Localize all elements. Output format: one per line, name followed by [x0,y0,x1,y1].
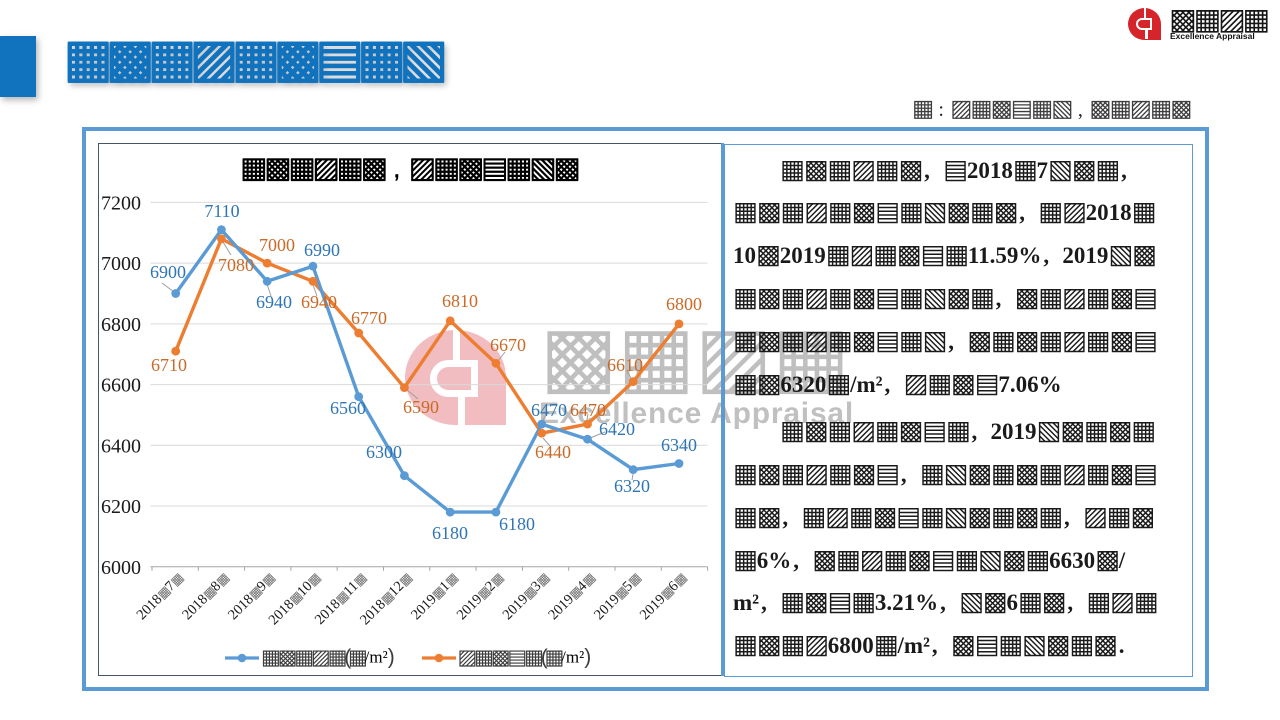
svg-text:6180: 6180 [432,523,468,543]
svg-text:7000: 7000 [259,235,295,255]
svg-text:2019▦1▦: 2019▦1▦ [408,570,461,623]
svg-text:7200: 7200 [101,192,141,214]
svg-text:7000: 7000 [101,253,141,275]
svg-text:6470: 6470 [570,400,606,420]
svg-text:6420: 6420 [599,419,635,439]
svg-text:6600: 6600 [101,375,141,397]
svg-text:6990: 6990 [304,240,340,260]
svg-text:6940: 6940 [301,292,337,312]
svg-text:6340: 6340 [661,435,697,455]
svg-text:2019▦3▦: 2019▦3▦ [500,570,553,623]
svg-text:2018▦8▦: 2018▦8▦ [179,570,232,623]
svg-text:6800: 6800 [666,294,702,314]
svg-text:2019▦4▦: 2019▦4▦ [545,570,598,623]
svg-text:2018▦7▦: 2018▦7▦ [134,570,187,623]
svg-text:7080: 7080 [218,255,254,275]
svg-text:6180: 6180 [499,514,535,534]
svg-text:6810: 6810 [442,291,478,311]
svg-text:6400: 6400 [101,435,141,457]
svg-text:2019▦2▦: 2019▦2▦ [454,570,507,623]
svg-text:6200: 6200 [101,496,141,518]
svg-text:6300: 6300 [366,442,402,462]
svg-text:6560: 6560 [330,398,366,418]
svg-text:6320: 6320 [614,476,650,496]
svg-text:7110: 7110 [204,201,239,221]
svg-text:6590: 6590 [403,397,439,417]
svg-text:6670: 6670 [490,335,526,355]
svg-text:6000: 6000 [101,557,141,579]
svg-text:2019▦6▦: 2019▦6▦ [637,570,690,623]
svg-text:6710: 6710 [151,355,187,375]
svg-text:2019▦5▦: 2019▦5▦ [591,570,644,623]
svg-text:6900: 6900 [150,262,186,282]
svg-text:6940: 6940 [256,292,292,312]
svg-text:6470: 6470 [531,400,567,420]
svg-text:6440: 6440 [535,442,571,462]
svg-text:6770: 6770 [351,308,387,328]
svg-text:6800: 6800 [101,314,141,336]
svg-text:6610: 6610 [607,355,643,375]
